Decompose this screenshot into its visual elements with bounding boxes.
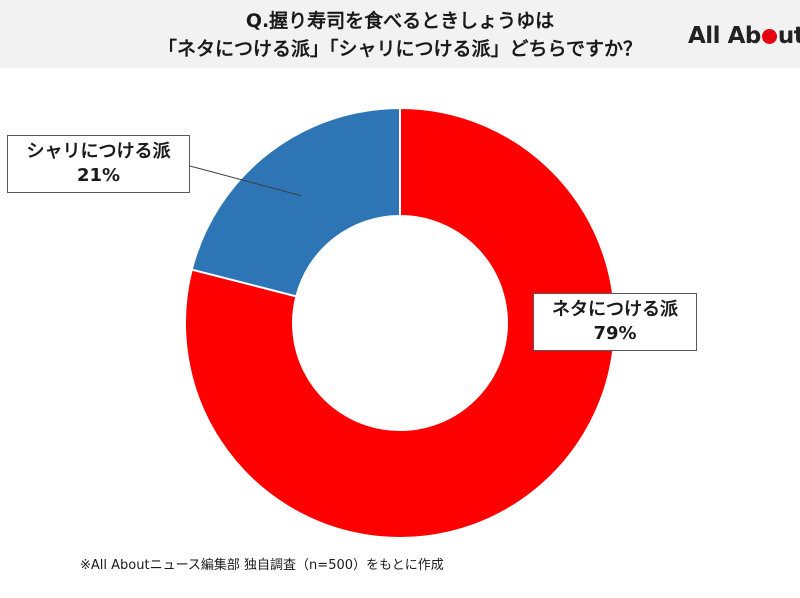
- callout-neta-value: 79%: [593, 323, 637, 344]
- donut-slices: [184, 106, 616, 539]
- header-band: Q.握り寿司を食べるときしょうゆは 「ネタにつける派」「シャリにつける派」どちら…: [0, 0, 800, 68]
- logo-red-dot-icon: [761, 29, 777, 44]
- logo-text-end: ut: [777, 23, 800, 49]
- all-about-logo: All Ab ut: [688, 23, 800, 49]
- source-footnote: ※All Aboutニュース編集部 独自調査（n=500）をもとに作成: [80, 558, 444, 573]
- chart-title-line-1: Q.握り寿司を食べるときしょうゆは: [245, 10, 555, 32]
- callout-neta: ネタにつける派 79%: [533, 293, 697, 351]
- callout-shari-value: 21%: [76, 165, 121, 186]
- donut-slice-shari: [190, 106, 401, 298]
- chart-title-line-2: 「ネタにつける派」「シャリにつける派」どちらですか？: [158, 38, 642, 60]
- leader-line-shari: [189, 165, 302, 197]
- callout-shari-label: シャリにつける派: [26, 141, 171, 162]
- callout-shari: シャリにつける派 21%: [7, 135, 190, 193]
- donut-slice-neta: [184, 106, 616, 539]
- callout-neta-label: ネタにつける派: [552, 299, 678, 320]
- logo-text-start: All Ab: [688, 23, 761, 49]
